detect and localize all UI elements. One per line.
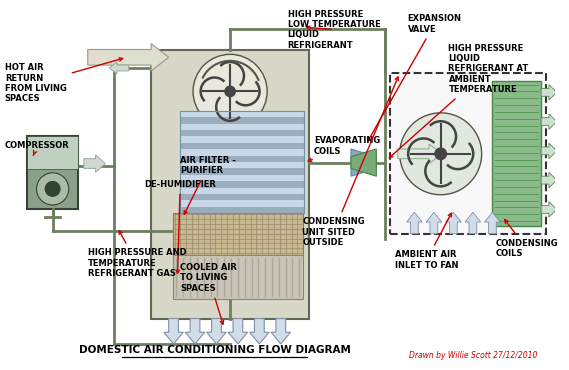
Polygon shape: [109, 62, 129, 74]
Bar: [180, 130, 304, 137]
Bar: [180, 207, 304, 213]
Text: HIGH PRESSURE
LIQUID
REFRIGERANT AT
AMBIENT
TEMPERATURE: HIGH PRESSURE LIQUID REFRIGERANT AT AMBI…: [389, 44, 529, 158]
Text: Drawn by Willie Scott 27/12/2010: Drawn by Willie Scott 27/12/2010: [410, 351, 538, 360]
Polygon shape: [398, 144, 443, 164]
Bar: [180, 156, 304, 162]
Polygon shape: [185, 319, 205, 344]
Text: COMPRESSOR: COMPRESSOR: [5, 141, 69, 155]
Text: HOT AIR
RETURN
FROM LIVING
SPACES: HOT AIR RETURN FROM LIVING SPACES: [5, 58, 122, 103]
Bar: [180, 194, 304, 201]
Text: DE-HUMIDIFIER: DE-HUMIDIFIER: [145, 179, 216, 273]
Polygon shape: [228, 319, 248, 344]
Polygon shape: [465, 212, 481, 234]
Bar: [180, 111, 304, 117]
Polygon shape: [407, 212, 422, 234]
Bar: [180, 181, 304, 188]
Polygon shape: [541, 202, 556, 217]
Bar: [180, 117, 304, 124]
Text: EXPANSION
VALVE: EXPANSION VALVE: [368, 14, 461, 141]
Text: DOMESTIC AIR CONDITIONING FLOW DIAGRAM: DOMESTIC AIR CONDITIONING FLOW DIAGRAM: [79, 345, 351, 355]
Text: AMBIENT AIR
INLET TO FAN: AMBIENT AIR INLET TO FAN: [395, 213, 459, 270]
Bar: [180, 175, 304, 181]
Bar: [492, 81, 541, 226]
Polygon shape: [485, 212, 500, 234]
Bar: [180, 162, 304, 168]
Bar: [180, 149, 304, 156]
Polygon shape: [541, 114, 556, 130]
Polygon shape: [541, 143, 556, 159]
Bar: [180, 188, 304, 194]
Circle shape: [225, 86, 236, 97]
Bar: [180, 143, 304, 149]
Polygon shape: [351, 149, 376, 176]
Bar: [390, 73, 546, 234]
Polygon shape: [271, 319, 291, 344]
Circle shape: [435, 148, 447, 159]
Polygon shape: [351, 149, 376, 176]
Bar: [180, 137, 304, 143]
Bar: [172, 255, 303, 299]
Polygon shape: [426, 212, 442, 234]
Bar: [151, 50, 309, 319]
Polygon shape: [84, 155, 105, 172]
Bar: [180, 201, 304, 207]
Circle shape: [46, 182, 60, 196]
Polygon shape: [88, 44, 168, 71]
Text: HIGH PRESSURE AND
TEMPERATURE
REFRIGERANT GAS: HIGH PRESSURE AND TEMPERATURE REFRIGERAN…: [88, 231, 187, 278]
Polygon shape: [207, 319, 226, 344]
Circle shape: [36, 173, 69, 205]
Circle shape: [193, 54, 267, 128]
Bar: [27, 136, 78, 209]
Polygon shape: [541, 85, 556, 100]
Polygon shape: [541, 172, 556, 188]
Polygon shape: [250, 319, 269, 344]
Text: HIGH PRESSURE
LOW TEMPERATURE
LIQUID
REFRIGERANT: HIGH PRESSURE LOW TEMPERATURE LIQUID REF…: [287, 10, 380, 50]
Circle shape: [400, 113, 481, 195]
Bar: [180, 111, 304, 213]
Bar: [27, 136, 78, 169]
Polygon shape: [164, 319, 183, 344]
Text: COOLED AIR
TO LIVING
SPACES: COOLED AIR TO LIVING SPACES: [180, 263, 237, 324]
Polygon shape: [446, 212, 461, 234]
Text: CONDENSING
UNIT SITED
OUTSIDE: CONDENSING UNIT SITED OUTSIDE: [302, 77, 398, 247]
Text: EVAPORATING
COILS: EVAPORATING COILS: [308, 136, 380, 161]
Text: AIR FILTER -
PURIFIER: AIR FILTER - PURIFIER: [180, 156, 236, 214]
Bar: [180, 124, 304, 130]
Bar: [180, 168, 304, 175]
Text: CONDENSING
COILS: CONDENSING COILS: [495, 220, 558, 258]
Bar: [172, 213, 303, 255]
